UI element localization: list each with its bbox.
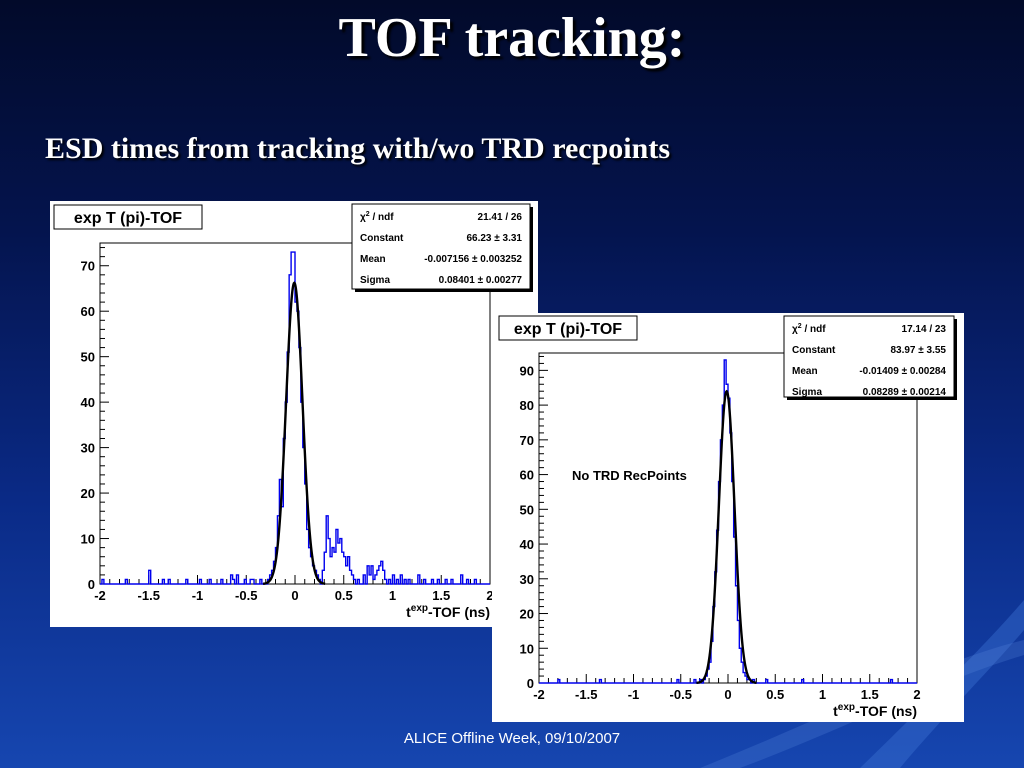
x-axis-label: texp-TOF (ns) xyxy=(406,603,490,620)
y-tick-label: 50 xyxy=(520,502,534,517)
x-tick-label: -1.5 xyxy=(138,588,160,603)
y-tick-label: 70 xyxy=(520,433,534,448)
y-tick-label: 20 xyxy=(520,607,534,622)
y-tick-label: 50 xyxy=(81,350,95,365)
y-tick-label: 0 xyxy=(527,676,534,691)
x-axis-label-rest: -TOF (ns) xyxy=(428,604,490,620)
stats-value: 17.14 / 23 xyxy=(902,324,947,335)
stats-label: Constant xyxy=(792,345,836,356)
x-tick-label: 0 xyxy=(291,588,298,603)
stats-label: Mean xyxy=(360,254,386,265)
x-tick-label: 2 xyxy=(486,588,493,603)
stats-value: 0.08401 ± 0.00277 xyxy=(439,275,523,286)
stats-label: Constant xyxy=(360,233,404,244)
x-axis-label-sup: exp xyxy=(411,603,428,614)
x-tick-label: -2 xyxy=(533,687,545,702)
y-tick-label: 70 xyxy=(81,259,95,274)
x-tick-label: -1 xyxy=(628,687,640,702)
x-tick-label: -2 xyxy=(94,588,106,603)
histogram-panel-no-trd: -2 -1.5 -1 -0.5 0 0.5 1 1.5 2 0 10 20 30 40 50 60 70 80 90… xyxy=(492,313,964,722)
x-tick-label: 1 xyxy=(389,588,396,603)
slide-footer: ALICE Offline Week, 09/10/2007 xyxy=(403,730,621,747)
x-axis-label: texp-TOF (ns) xyxy=(833,702,917,719)
y-tick-label: 0 xyxy=(88,577,95,592)
y-tick-label: 30 xyxy=(81,441,95,456)
y-tick-label: 40 xyxy=(520,537,534,552)
x-tick-label: 1 xyxy=(819,687,826,702)
stats-label-rest: / ndf xyxy=(370,212,395,223)
stats-value: 83.97 ± 3.55 xyxy=(890,345,946,356)
stats-label: χ2 / ndf xyxy=(360,211,394,223)
x-tick-label: -1.5 xyxy=(575,687,597,702)
slide-title: TOF tracking: xyxy=(338,7,686,69)
plot-annotation: No TRD RecPoints xyxy=(572,468,687,483)
histogram-title: exp T (pi)-TOF xyxy=(74,210,182,227)
stats-value: -0.007156 ± 0.003252 xyxy=(424,254,522,265)
slide-subtitle: ESD times from tracking with/wo TRD recp… xyxy=(45,132,670,165)
stats-label: χ2 / ndf xyxy=(792,323,826,335)
x-tick-label: -0.5 xyxy=(235,588,257,603)
x-tick-label: 0.5 xyxy=(335,588,353,603)
y-tick-label: 60 xyxy=(81,304,95,319)
stats-label: Sigma xyxy=(360,275,390,286)
stats-label: Mean xyxy=(792,366,818,377)
y-tick-label: 80 xyxy=(520,398,534,413)
x-tick-label: 0 xyxy=(724,687,731,702)
y-tick-label: 90 xyxy=(520,363,534,378)
gaussian-fit-curve xyxy=(696,389,757,685)
stats-value: 66.23 ± 3.31 xyxy=(466,233,522,244)
x-tick-label: 1.5 xyxy=(861,687,879,702)
x-tick-label: -0.5 xyxy=(670,687,692,702)
x-tick-label: -1 xyxy=(192,588,204,603)
stats-box xyxy=(783,315,955,398)
y-tick-label: 10 xyxy=(81,532,95,547)
stats-value: 21.41 / 26 xyxy=(478,212,523,223)
y-tick-label: 40 xyxy=(81,395,95,410)
gaussian-fit-curve xyxy=(262,281,326,585)
y-tick-label: 30 xyxy=(520,572,534,587)
y-tick-label: 20 xyxy=(81,486,95,501)
x-axis-label-rest: -TOF (ns) xyxy=(855,703,917,719)
title-box xyxy=(53,204,203,230)
stats-label-greek: χ xyxy=(360,212,366,223)
histogram-title: exp T (pi)-TOF xyxy=(514,321,622,338)
stats-label-sup: 2 xyxy=(366,211,370,218)
stats-value: 0.08289 ± 0.00214 xyxy=(863,387,947,398)
stats-label-sup: 2 xyxy=(798,323,802,330)
stats-box xyxy=(351,203,531,290)
x-axis-label-sup: exp xyxy=(838,702,855,713)
x-tick-label: 1.5 xyxy=(432,588,450,603)
stats-label: Sigma xyxy=(792,387,822,398)
histogram-panel-with-trd: -2 -1.5 -1 -0.5 0 0.5 1 1.5 2 0 10 20 30 40 50 60 70 exp … xyxy=(50,201,538,627)
title-box xyxy=(498,315,638,341)
histogram-outline xyxy=(100,251,490,585)
stats-label-greek: χ xyxy=(792,324,798,335)
x-tick-label: 2 xyxy=(913,687,920,702)
y-tick-label: 10 xyxy=(520,641,534,656)
x-tick-label: 0.5 xyxy=(766,687,784,702)
histogram-chart-no-trd: -2 -1.5 -1 -0.5 0 0.5 1 1.5 20102030405060708090… xyxy=(492,313,964,722)
histogram-chart-with-trd: -2 -1.5 -1 -0.5 0 0.5 1 1.5 2010203040506070exp … xyxy=(50,201,538,627)
histogram-outline xyxy=(539,359,917,684)
y-tick-label: 60 xyxy=(520,468,534,483)
x-axis-label-main: t xyxy=(406,604,411,620)
x-axis-label-main: t xyxy=(833,703,838,719)
stats-value: -0.01409 ± 0.00284 xyxy=(859,366,946,377)
stats-label-rest: / ndf xyxy=(802,324,827,335)
